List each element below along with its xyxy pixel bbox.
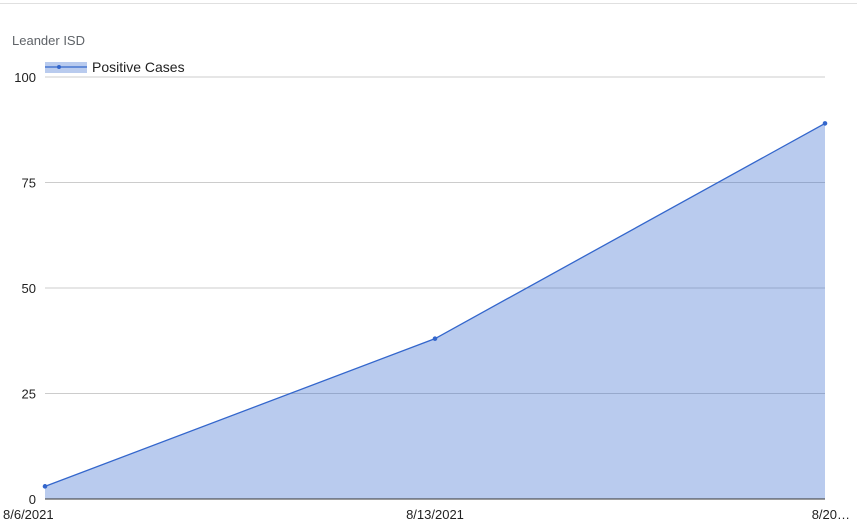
- y-tick-label: 25: [22, 387, 36, 402]
- top-border: [0, 3, 857, 4]
- chart-title: Leander ISD: [12, 33, 85, 48]
- x-tick-label: 8/20…: [812, 507, 850, 522]
- legend-swatch-point: [57, 65, 61, 69]
- x-tick-label: 8/6/2021: [3, 507, 54, 522]
- y-tick-label: 100: [14, 70, 36, 85]
- data-point: [432, 336, 438, 341]
- data-point: [822, 121, 828, 126]
- legend-label: Positive Cases: [92, 59, 185, 75]
- x-tick-label: 8/13/2021: [406, 507, 464, 522]
- y-tick-label: 50: [22, 281, 36, 296]
- y-tick-label: 0: [29, 492, 36, 507]
- data-point: [42, 484, 48, 489]
- y-tick-label: 75: [22, 176, 36, 191]
- series-area: [45, 123, 825, 500]
